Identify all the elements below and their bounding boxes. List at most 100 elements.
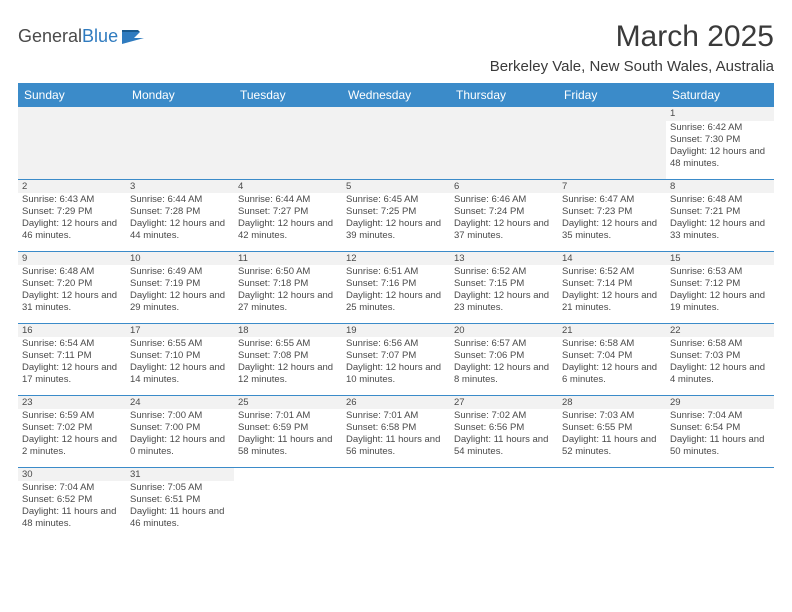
calendar-row: 2Sunrise: 6:43 AMSunset: 7:29 PMDaylight… — [18, 179, 774, 251]
calendar-cell: 17Sunrise: 6:55 AMSunset: 7:10 PMDayligh… — [126, 323, 234, 395]
day-number: 30 — [18, 468, 126, 482]
day-details: Sunrise: 6:44 AMSunset: 7:27 PMDaylight:… — [238, 194, 338, 242]
sunrise-line: Sunrise: 6:43 AM — [22, 194, 122, 206]
day-details: Sunrise: 6:48 AMSunset: 7:21 PMDaylight:… — [670, 194, 770, 242]
sunrise-line: Sunrise: 6:52 AM — [562, 266, 662, 278]
sunset-line: Sunset: 7:03 PM — [670, 350, 770, 362]
sunrise-line: Sunrise: 7:03 AM — [562, 410, 662, 422]
day-details: Sunrise: 6:48 AMSunset: 7:20 PMDaylight:… — [22, 266, 122, 314]
daylight-line: Daylight: 11 hours and 50 minutes. — [670, 434, 770, 458]
sunrise-line: Sunrise: 6:44 AM — [238, 194, 338, 206]
day-details: Sunrise: 6:59 AMSunset: 7:02 PMDaylight:… — [22, 410, 122, 458]
day-number: 3 — [126, 180, 234, 194]
day-details: Sunrise: 6:57 AMSunset: 7:06 PMDaylight:… — [454, 338, 554, 386]
daylight-line: Daylight: 11 hours and 54 minutes. — [454, 434, 554, 458]
calendar-cell: 4Sunrise: 6:44 AMSunset: 7:27 PMDaylight… — [234, 179, 342, 251]
location: Berkeley Vale, New South Wales, Australi… — [490, 58, 774, 75]
daylight-line: Daylight: 12 hours and 4 minutes. — [670, 362, 770, 386]
day-number: 27 — [450, 396, 558, 410]
sunrise-line: Sunrise: 6:44 AM — [130, 194, 230, 206]
daylight-line: Daylight: 12 hours and 42 minutes. — [238, 218, 338, 242]
calendar-cell: 21Sunrise: 6:58 AMSunset: 7:04 PMDayligh… — [558, 323, 666, 395]
sunrise-line: Sunrise: 6:42 AM — [670, 122, 770, 134]
daylight-line: Daylight: 12 hours and 0 minutes. — [130, 434, 230, 458]
sunset-line: Sunset: 7:28 PM — [130, 206, 230, 218]
day-details: Sunrise: 7:02 AMSunset: 6:56 PMDaylight:… — [454, 410, 554, 458]
sunset-line: Sunset: 6:55 PM — [562, 422, 662, 434]
sunset-line: Sunset: 7:27 PM — [238, 206, 338, 218]
sunset-line: Sunset: 7:24 PM — [454, 206, 554, 218]
title-block: March 2025 Berkeley Vale, New South Wale… — [490, 20, 774, 75]
sunset-line: Sunset: 7:21 PM — [670, 206, 770, 218]
daylight-line: Daylight: 12 hours and 8 minutes. — [454, 362, 554, 386]
sunset-line: Sunset: 7:02 PM — [22, 422, 122, 434]
sunrise-line: Sunrise: 6:45 AM — [346, 194, 446, 206]
day-details: Sunrise: 7:04 AMSunset: 6:52 PMDaylight:… — [22, 482, 122, 530]
day-number: 25 — [234, 396, 342, 410]
sunrise-line: Sunrise: 7:02 AM — [454, 410, 554, 422]
calendar-cell — [558, 467, 666, 539]
day-details: Sunrise: 6:58 AMSunset: 7:03 PMDaylight:… — [670, 338, 770, 386]
day-number: 18 — [234, 324, 342, 338]
daylight-line: Daylight: 12 hours and 29 minutes. — [130, 290, 230, 314]
calendar-cell — [450, 467, 558, 539]
logo-text: GeneralBlue — [18, 26, 118, 47]
calendar-cell: 3Sunrise: 6:44 AMSunset: 7:28 PMDaylight… — [126, 179, 234, 251]
weekday-header-row: Sunday Monday Tuesday Wednesday Thursday… — [18, 83, 774, 107]
daylight-line: Daylight: 12 hours and 14 minutes. — [130, 362, 230, 386]
sunset-line: Sunset: 7:00 PM — [130, 422, 230, 434]
sunset-line: Sunset: 6:56 PM — [454, 422, 554, 434]
sunrise-line: Sunrise: 7:00 AM — [130, 410, 230, 422]
sunset-line: Sunset: 7:16 PM — [346, 278, 446, 290]
calendar-cell — [126, 107, 234, 179]
day-number: 24 — [126, 396, 234, 410]
weekday-header: Thursday — [450, 83, 558, 107]
sunrise-line: Sunrise: 6:53 AM — [670, 266, 770, 278]
daylight-line: Daylight: 12 hours and 25 minutes. — [346, 290, 446, 314]
sunset-line: Sunset: 7:06 PM — [454, 350, 554, 362]
day-number: 13 — [450, 252, 558, 266]
calendar-cell: 13Sunrise: 6:52 AMSunset: 7:15 PMDayligh… — [450, 251, 558, 323]
sunset-line: Sunset: 7:18 PM — [238, 278, 338, 290]
day-number: 19 — [342, 324, 450, 338]
sunset-line: Sunset: 7:23 PM — [562, 206, 662, 218]
sunset-line: Sunset: 6:52 PM — [22, 494, 122, 506]
calendar-cell — [558, 107, 666, 179]
day-number: 22 — [666, 324, 774, 338]
daylight-line: Daylight: 12 hours and 2 minutes. — [22, 434, 122, 458]
calendar-cell: 12Sunrise: 6:51 AMSunset: 7:16 PMDayligh… — [342, 251, 450, 323]
calendar-cell: 19Sunrise: 6:56 AMSunset: 7:07 PMDayligh… — [342, 323, 450, 395]
calendar-cell: 5Sunrise: 6:45 AMSunset: 7:25 PMDaylight… — [342, 179, 450, 251]
daylight-line: Daylight: 12 hours and 21 minutes. — [562, 290, 662, 314]
sunset-line: Sunset: 7:19 PM — [130, 278, 230, 290]
calendar-cell: 10Sunrise: 6:49 AMSunset: 7:19 PMDayligh… — [126, 251, 234, 323]
daylight-line: Daylight: 12 hours and 12 minutes. — [238, 362, 338, 386]
calendar-row: 9Sunrise: 6:48 AMSunset: 7:20 PMDaylight… — [18, 251, 774, 323]
calendar-cell — [234, 107, 342, 179]
sunrise-line: Sunrise: 6:49 AM — [130, 266, 230, 278]
daylight-line: Daylight: 11 hours and 56 minutes. — [346, 434, 446, 458]
day-number: 14 — [558, 252, 666, 266]
sunrise-line: Sunrise: 6:55 AM — [130, 338, 230, 350]
sunset-line: Sunset: 7:10 PM — [130, 350, 230, 362]
daylight-line: Daylight: 12 hours and 44 minutes. — [130, 218, 230, 242]
day-details: Sunrise: 7:01 AMSunset: 6:58 PMDaylight:… — [346, 410, 446, 458]
sunrise-line: Sunrise: 6:58 AM — [562, 338, 662, 350]
daylight-line: Daylight: 11 hours and 52 minutes. — [562, 434, 662, 458]
calendar-row: 16Sunrise: 6:54 AMSunset: 7:11 PMDayligh… — [18, 323, 774, 395]
sunset-line: Sunset: 7:20 PM — [22, 278, 122, 290]
sunrise-line: Sunrise: 6:48 AM — [22, 266, 122, 278]
day-details: Sunrise: 6:47 AMSunset: 7:23 PMDaylight:… — [562, 194, 662, 242]
sunrise-line: Sunrise: 6:46 AM — [454, 194, 554, 206]
calendar-cell: 11Sunrise: 6:50 AMSunset: 7:18 PMDayligh… — [234, 251, 342, 323]
day-details: Sunrise: 6:53 AMSunset: 7:12 PMDaylight:… — [670, 266, 770, 314]
day-details: Sunrise: 6:45 AMSunset: 7:25 PMDaylight:… — [346, 194, 446, 242]
daylight-line: Daylight: 12 hours and 46 minutes. — [22, 218, 122, 242]
calendar-cell: 8Sunrise: 6:48 AMSunset: 7:21 PMDaylight… — [666, 179, 774, 251]
day-number: 26 — [342, 396, 450, 410]
daylight-line: Daylight: 12 hours and 27 minutes. — [238, 290, 338, 314]
sunrise-line: Sunrise: 6:52 AM — [454, 266, 554, 278]
sunrise-line: Sunrise: 7:01 AM — [346, 410, 446, 422]
day-number: 10 — [126, 252, 234, 266]
logo-text-2: Blue — [82, 26, 118, 46]
